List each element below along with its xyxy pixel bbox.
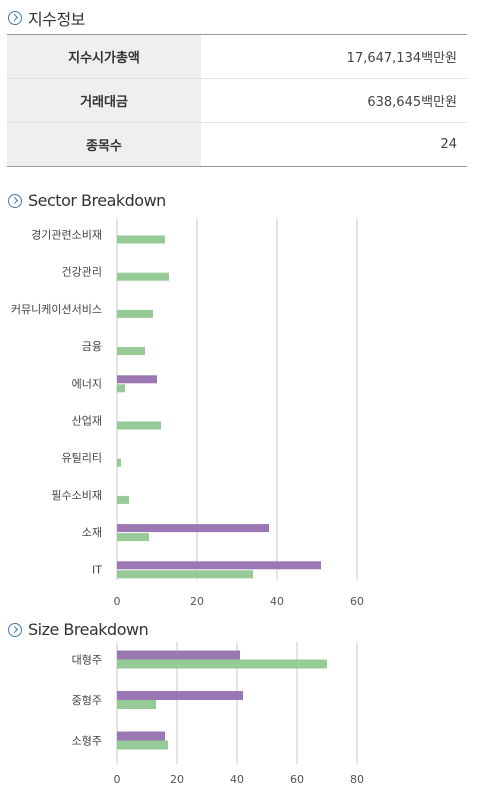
table-row: 지수시가총액 17,647,134백만원 [7,34,467,79]
sector-title: Sector Breakdown [28,191,166,210]
x-tick-label: 0 [114,595,121,608]
bar-series-2 [117,421,161,430]
chevron-right-icon [8,622,22,637]
category-label: 에너지 [72,377,102,390]
category-label: 유틸리티 [62,452,102,465]
category-label: 소형주 [72,735,102,748]
bar-series-2 [117,347,145,356]
constituents-value: 24 [201,122,467,167]
bar-series-1 [117,561,321,570]
chevron-right-icon [8,193,22,208]
bar-series-2 [117,740,168,750]
bar-series-1 [117,650,240,660]
x-tick-label: 40 [270,595,284,608]
size-title: Size Breakdown [28,620,149,639]
bar-series-2 [117,495,129,504]
category-label: 건강관리 [62,266,102,279]
x-tick-label: 20 [190,595,204,608]
table-row: 거래대금 638,645백만원 [7,78,467,123]
info-section-header: 지수정보 [8,6,85,30]
market-cap-label: 지수시가총액 [7,34,201,79]
constituents-label: 종목수 [7,122,201,167]
x-tick-label: 40 [230,773,244,786]
category-label: 중형주 [72,694,102,707]
trading-value-value: 638,645백만원 [201,78,467,123]
x-tick-label: 20 [170,773,184,786]
category-label: IT [92,563,102,576]
info-title: 지수정보 [28,10,85,29]
table-row: 종목수 24 [7,122,467,167]
bar-series-2 [117,272,169,281]
bar-series-2 [117,309,153,318]
bar-series-2 [117,235,165,244]
x-tick-label: 0 [114,773,121,786]
bar-series-1 [117,731,165,741]
sector-section-header: Sector Breakdown [8,191,166,210]
category-label: 경기관련소비재 [31,229,102,242]
category-label: 산업재 [72,415,102,428]
bar-series-2 [117,659,327,669]
x-tick-label: 60 [290,773,304,786]
category-label: 금융 [82,340,102,353]
category-label: 필수소비재 [51,489,102,502]
market-cap-value: 17,647,134백만원 [346,51,457,66]
index-info-table: 지수시가총액 17,647,134백만원 거래대금 638,645백만원 종목수… [7,34,467,167]
bar-series-1 [117,524,269,533]
bar-series-2 [117,533,149,542]
category-label: 소재 [82,526,102,539]
size-section-header: Size Breakdown [8,620,149,639]
x-tick-label: 80 [350,773,364,786]
category-label: 커뮤니케이션서비스 [11,303,102,316]
bar-series-2 [117,384,125,393]
x-tick-label: 60 [350,595,364,608]
bar-series-1 [117,691,243,700]
bar-series-2 [117,700,156,709]
trading-value-label: 거래대금 [7,78,201,123]
bar-series-2 [117,570,253,579]
chevron-right-icon [8,11,22,25]
category-label: 대형주 [72,654,102,667]
bar-series-2 [117,458,121,467]
bar-series-1 [117,375,157,384]
